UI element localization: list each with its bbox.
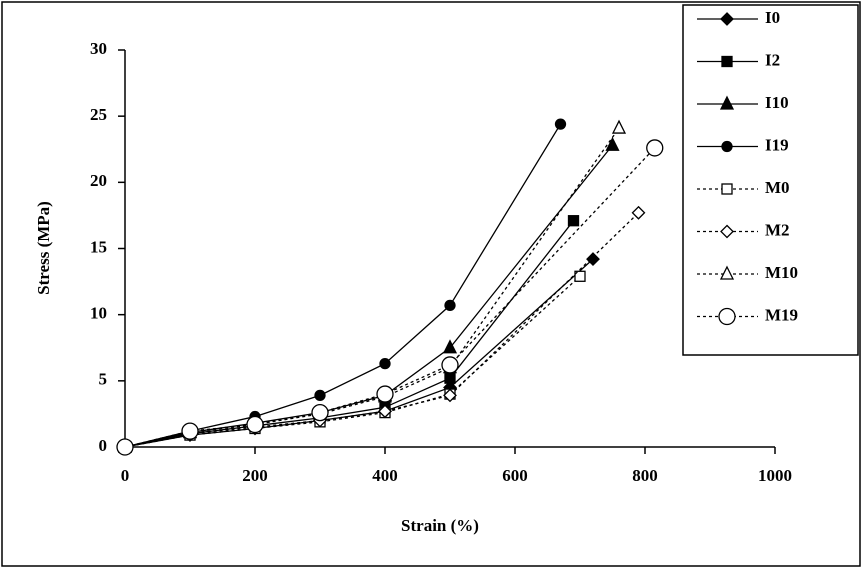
marker [441,356,459,374]
marker [181,422,199,440]
marker [314,389,326,402]
legend-label: M0 [765,178,790,197]
marker [378,404,392,419]
y-axis-label: Stress (MPa) [34,201,53,295]
marker [605,136,620,151]
marker [567,215,580,227]
marker [611,119,627,134]
marker [311,403,329,422]
legend-marker [721,183,733,195]
y-tick-label: 30 [90,39,107,58]
y-tick-label: 15 [90,237,107,256]
marker [376,385,394,403]
marker [116,438,134,456]
y-tick-label: 10 [90,304,107,323]
legend-box [682,4,859,356]
legend-label: I2 [765,50,780,69]
x-axis-label: Strain (%) [401,516,479,535]
marker [631,205,646,220]
x-tick-label: 400 [372,466,398,485]
y-tick-label: 0 [99,436,108,455]
legend-marker [719,265,735,280]
y-tick-label: 25 [90,105,107,124]
y-tick-label: 20 [90,171,107,190]
legend-marker [721,140,733,153]
legend-marker [720,224,734,239]
x-tick-label: 800 [632,466,658,485]
marker [444,372,456,384]
legend-marker [721,55,733,68]
legend-label: M2 [765,220,790,239]
marker [379,357,391,370]
x-tick-label: 200 [242,466,268,485]
marker [574,270,586,282]
legend-label: I10 [765,93,789,112]
marker [586,252,600,267]
legend-label: M19 [765,305,798,324]
legend-label: I0 [765,8,780,27]
legend-label: I19 [765,135,789,154]
legend-marker [718,307,736,326]
x-tick-label: 600 [502,466,528,485]
x-tick-label: 1000 [758,466,792,485]
legend-marker [719,95,735,110]
marker [646,139,664,157]
marker [246,415,264,434]
legend-label: M10 [765,263,798,282]
legend-marker [720,12,734,26]
marker [444,299,456,312]
y-tick-label: 5 [99,370,108,389]
marker [442,339,458,354]
marker [443,388,457,403]
x-tick-label: 0 [121,466,130,485]
marker [554,118,567,130]
